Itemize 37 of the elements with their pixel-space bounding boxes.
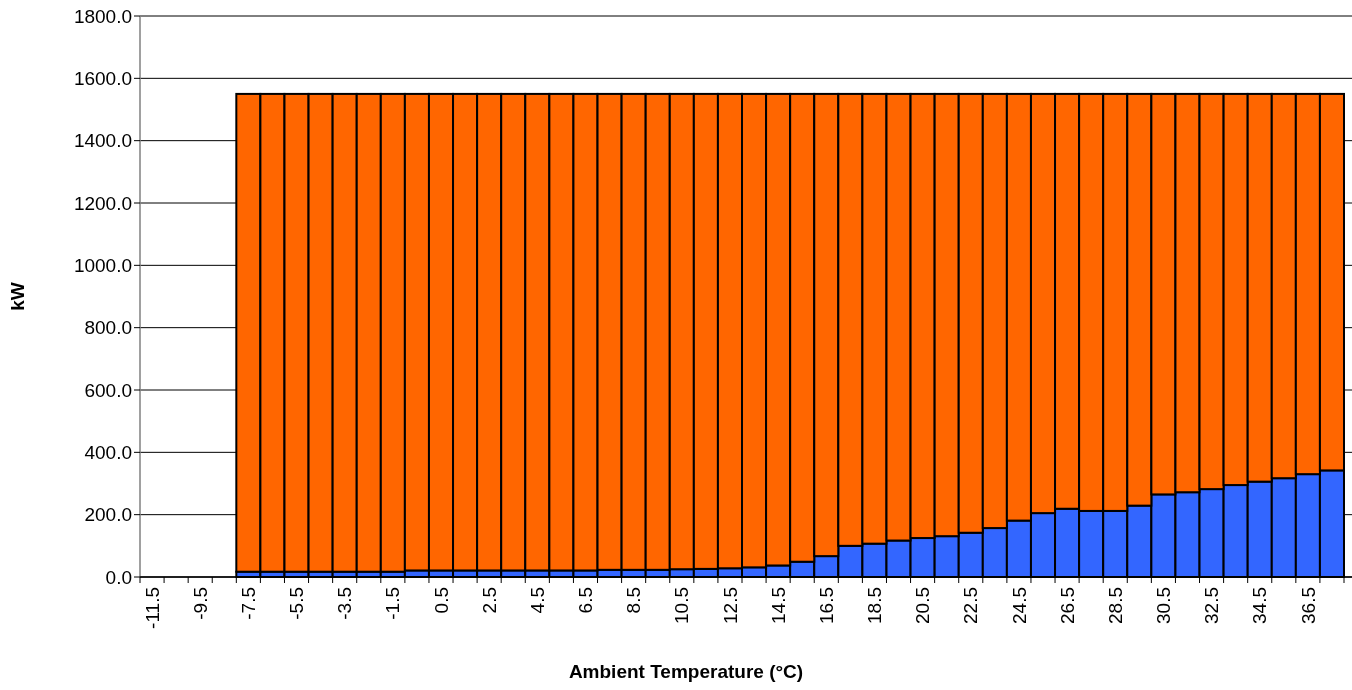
x-tick-label: 32.5	[1201, 587, 1223, 624]
y-axis-title: kW	[7, 282, 28, 311]
x-tick-label: 36.5	[1297, 587, 1319, 624]
x-tick-label: 26.5	[1056, 587, 1078, 624]
x-tick-label: 16.5	[815, 587, 837, 624]
x-axis-title: Ambient Temperature (°C)	[568, 661, 804, 682]
y-tick-label: 1400.0	[73, 130, 132, 152]
x-tick-label: 18.5	[864, 587, 886, 624]
x-tick-label: 4.5	[526, 587, 548, 614]
x-tick-label: -9.5	[189, 587, 211, 620]
x-tick-label: 12.5	[719, 587, 741, 624]
x-tick-label: 6.5	[575, 587, 597, 614]
y-tick-label: 0.0	[105, 566, 132, 588]
y-tick-label: 200.0	[84, 504, 132, 526]
y-tick-label: 1600.0	[73, 67, 132, 89]
x-tick-label: -7.5	[238, 587, 260, 620]
x-tick-label: 10.5	[671, 587, 693, 624]
y-tick-label: 1800.0	[73, 5, 132, 27]
x-tick-label: 30.5	[1153, 587, 1175, 624]
x-tick-label: -11.5	[141, 587, 163, 629]
x-tick-label: -1.5	[382, 587, 404, 620]
x-tick-label: 28.5	[1104, 587, 1126, 624]
x-tick-label: -5.5	[286, 587, 308, 620]
x-tick-label: 14.5	[767, 587, 789, 624]
y-tick-label: 1200.0	[73, 192, 132, 214]
y-tick-label: 1000.0	[73, 254, 132, 276]
x-tick-label: -3.5	[334, 587, 356, 620]
y-tick-label: 400.0	[84, 441, 132, 463]
x-tick-label: 8.5	[623, 587, 645, 614]
x-tick-label: 2.5	[478, 587, 500, 614]
x-tick-label: 0.5	[430, 587, 452, 614]
x-tick-label: 24.5	[1008, 587, 1030, 624]
y-tick-label: 800.0	[84, 317, 132, 339]
y-tick-label: 600.0	[84, 379, 132, 401]
x-tick-label: 22.5	[960, 587, 982, 624]
x-tick-label: 34.5	[1249, 587, 1271, 624]
x-tick-label: 20.5	[912, 587, 934, 624]
